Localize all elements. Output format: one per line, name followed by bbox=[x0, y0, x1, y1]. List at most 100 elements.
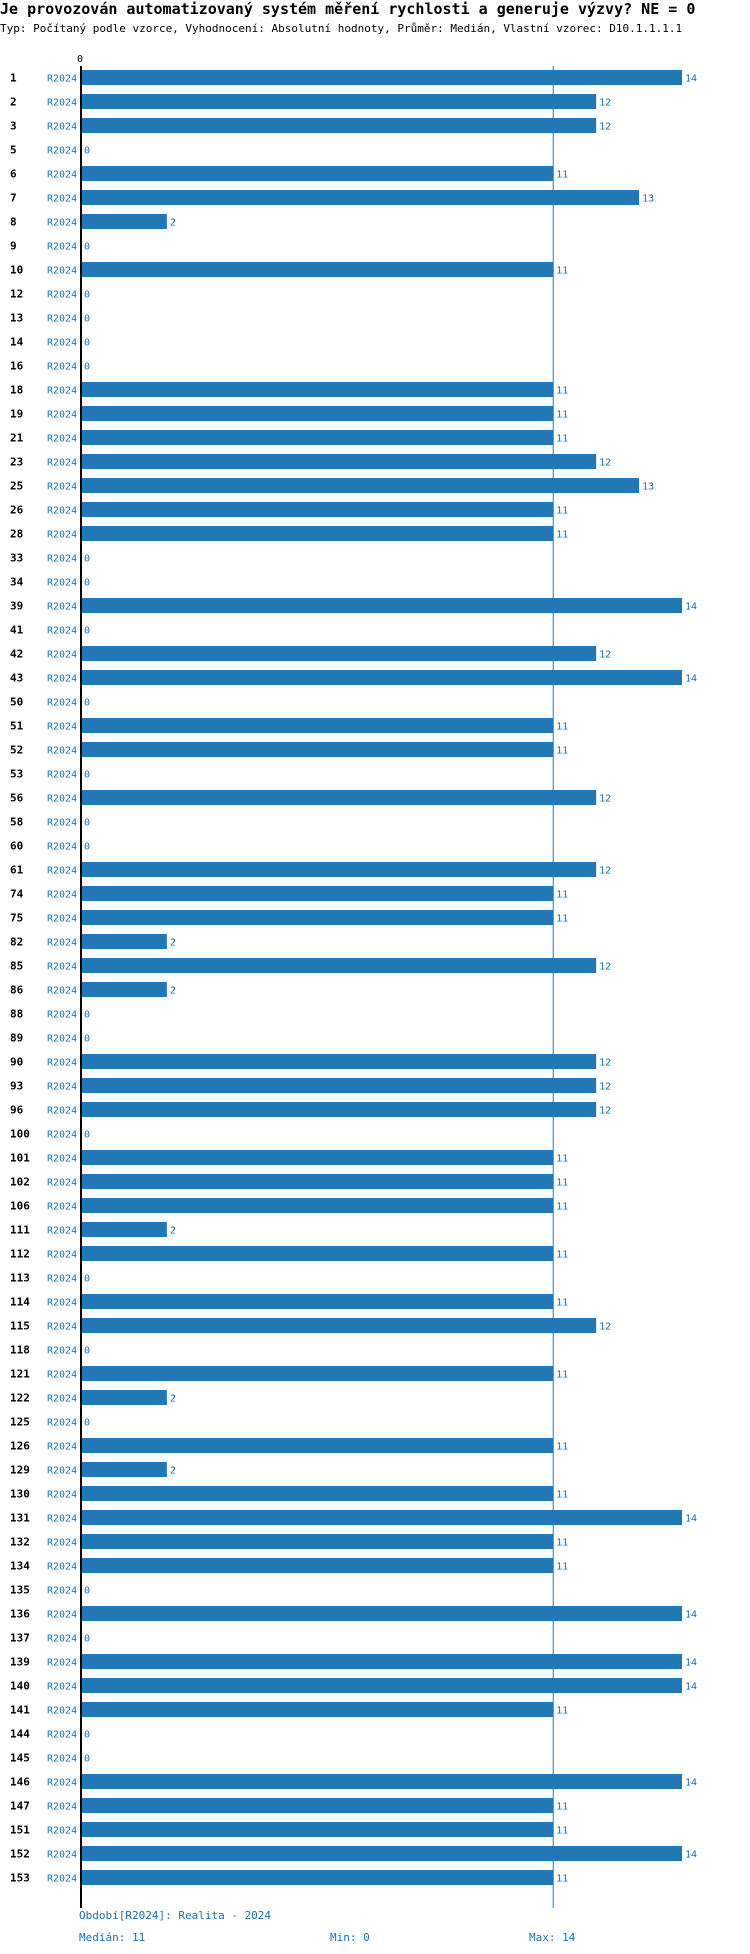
bar bbox=[81, 1222, 167, 1237]
series-label: R2024 bbox=[47, 458, 77, 469]
category-label: 86 bbox=[10, 984, 24, 997]
bar bbox=[81, 646, 597, 661]
footer-max: Max: 14 bbox=[529, 1931, 576, 1944]
category-label: 8 bbox=[10, 216, 17, 229]
bar bbox=[81, 454, 597, 469]
bar bbox=[81, 910, 554, 925]
category-label: 122 bbox=[10, 1392, 30, 1405]
series-label: R2024 bbox=[47, 554, 77, 565]
footer-median: Medián: 11 bbox=[79, 1931, 146, 1944]
bar bbox=[81, 1774, 682, 1789]
series-label: R2024 bbox=[47, 1682, 77, 1693]
bar bbox=[81, 1390, 167, 1405]
bar bbox=[81, 94, 597, 109]
series-label: R2024 bbox=[47, 842, 77, 853]
series-label: R2024 bbox=[47, 386, 77, 397]
value-label: 12 bbox=[599, 1082, 611, 1093]
series-label: R2024 bbox=[47, 1322, 77, 1333]
value-label: 0 bbox=[84, 290, 90, 301]
series-label: R2024 bbox=[47, 170, 77, 181]
bar bbox=[81, 1174, 554, 1189]
category-label: 126 bbox=[10, 1440, 30, 1453]
series-label: R2024 bbox=[47, 818, 77, 829]
series-label: R2024 bbox=[47, 674, 77, 685]
series-label: R2024 bbox=[47, 986, 77, 997]
value-label: 0 bbox=[84, 770, 90, 781]
bar bbox=[81, 1462, 167, 1477]
category-label: 5 bbox=[10, 144, 17, 157]
category-label: 21 bbox=[10, 432, 24, 445]
value-label: 14 bbox=[685, 674, 697, 685]
bar bbox=[81, 1678, 682, 1693]
value-label: 0 bbox=[84, 1634, 90, 1645]
bar bbox=[81, 790, 597, 805]
value-label: 0 bbox=[84, 1034, 90, 1045]
series-label: R2024 bbox=[47, 1754, 77, 1765]
value-label: 12 bbox=[599, 650, 611, 661]
category-label: 100 bbox=[10, 1128, 30, 1141]
bar bbox=[81, 190, 640, 205]
bar bbox=[81, 1558, 554, 1573]
value-label: 2 bbox=[170, 986, 176, 997]
value-label: 0 bbox=[84, 242, 90, 253]
value-label: 14 bbox=[685, 1682, 697, 1693]
bar bbox=[81, 1870, 554, 1885]
bar bbox=[81, 1294, 554, 1309]
series-label: R2024 bbox=[47, 1490, 77, 1501]
series-label: R2024 bbox=[47, 1274, 77, 1285]
series-label: R2024 bbox=[47, 362, 77, 373]
value-label: 11 bbox=[556, 1154, 568, 1165]
bar bbox=[81, 670, 682, 685]
category-label: 146 bbox=[10, 1776, 30, 1789]
category-label: 90 bbox=[10, 1056, 23, 1069]
series-label: R2024 bbox=[47, 1154, 77, 1165]
series-label: R2024 bbox=[47, 1226, 77, 1237]
category-label: 51 bbox=[10, 720, 24, 733]
bar bbox=[81, 1198, 554, 1213]
value-label: 12 bbox=[599, 1106, 611, 1117]
value-label: 11 bbox=[556, 434, 568, 445]
value-label: 11 bbox=[556, 1538, 568, 1549]
bar bbox=[81, 1102, 597, 1117]
category-label: 56 bbox=[10, 792, 24, 805]
series-label: R2024 bbox=[47, 1394, 77, 1405]
series-label: R2024 bbox=[47, 1178, 77, 1189]
category-label: 13 bbox=[10, 312, 23, 325]
value-label: 11 bbox=[556, 1298, 568, 1309]
bar bbox=[81, 478, 640, 493]
bar bbox=[81, 1606, 682, 1621]
value-label: 0 bbox=[84, 698, 90, 709]
series-label: R2024 bbox=[47, 1706, 77, 1717]
category-label: 14 bbox=[10, 336, 24, 349]
value-label: 11 bbox=[556, 386, 568, 397]
category-label: 88 bbox=[10, 1008, 23, 1021]
category-label: 118 bbox=[10, 1344, 30, 1357]
series-label: R2024 bbox=[47, 1058, 77, 1069]
value-label: 0 bbox=[84, 1346, 90, 1357]
series-label: R2024 bbox=[47, 770, 77, 781]
series-label: R2024 bbox=[47, 242, 77, 253]
value-label: 11 bbox=[556, 170, 568, 181]
value-label: 11 bbox=[556, 266, 568, 277]
value-label: 12 bbox=[599, 794, 611, 805]
series-label: R2024 bbox=[47, 1370, 77, 1381]
value-label: 0 bbox=[84, 1274, 90, 1285]
value-label: 11 bbox=[556, 1802, 568, 1813]
value-label: 11 bbox=[556, 1706, 568, 1717]
category-label: 25 bbox=[10, 480, 23, 493]
series-label: R2024 bbox=[47, 338, 77, 349]
category-label: 42 bbox=[10, 648, 23, 661]
bar bbox=[81, 742, 554, 757]
series-label: R2024 bbox=[47, 1466, 77, 1477]
category-label: 96 bbox=[10, 1104, 24, 1117]
value-label: 13 bbox=[642, 482, 654, 493]
bar bbox=[81, 214, 167, 229]
category-label: 153 bbox=[10, 1872, 30, 1885]
series-label: R2024 bbox=[47, 434, 77, 445]
category-label: 147 bbox=[10, 1800, 30, 1813]
category-label: 23 bbox=[10, 456, 23, 469]
series-label: R2024 bbox=[47, 1202, 77, 1213]
category-label: 16 bbox=[10, 360, 24, 373]
value-label: 11 bbox=[556, 1562, 568, 1573]
